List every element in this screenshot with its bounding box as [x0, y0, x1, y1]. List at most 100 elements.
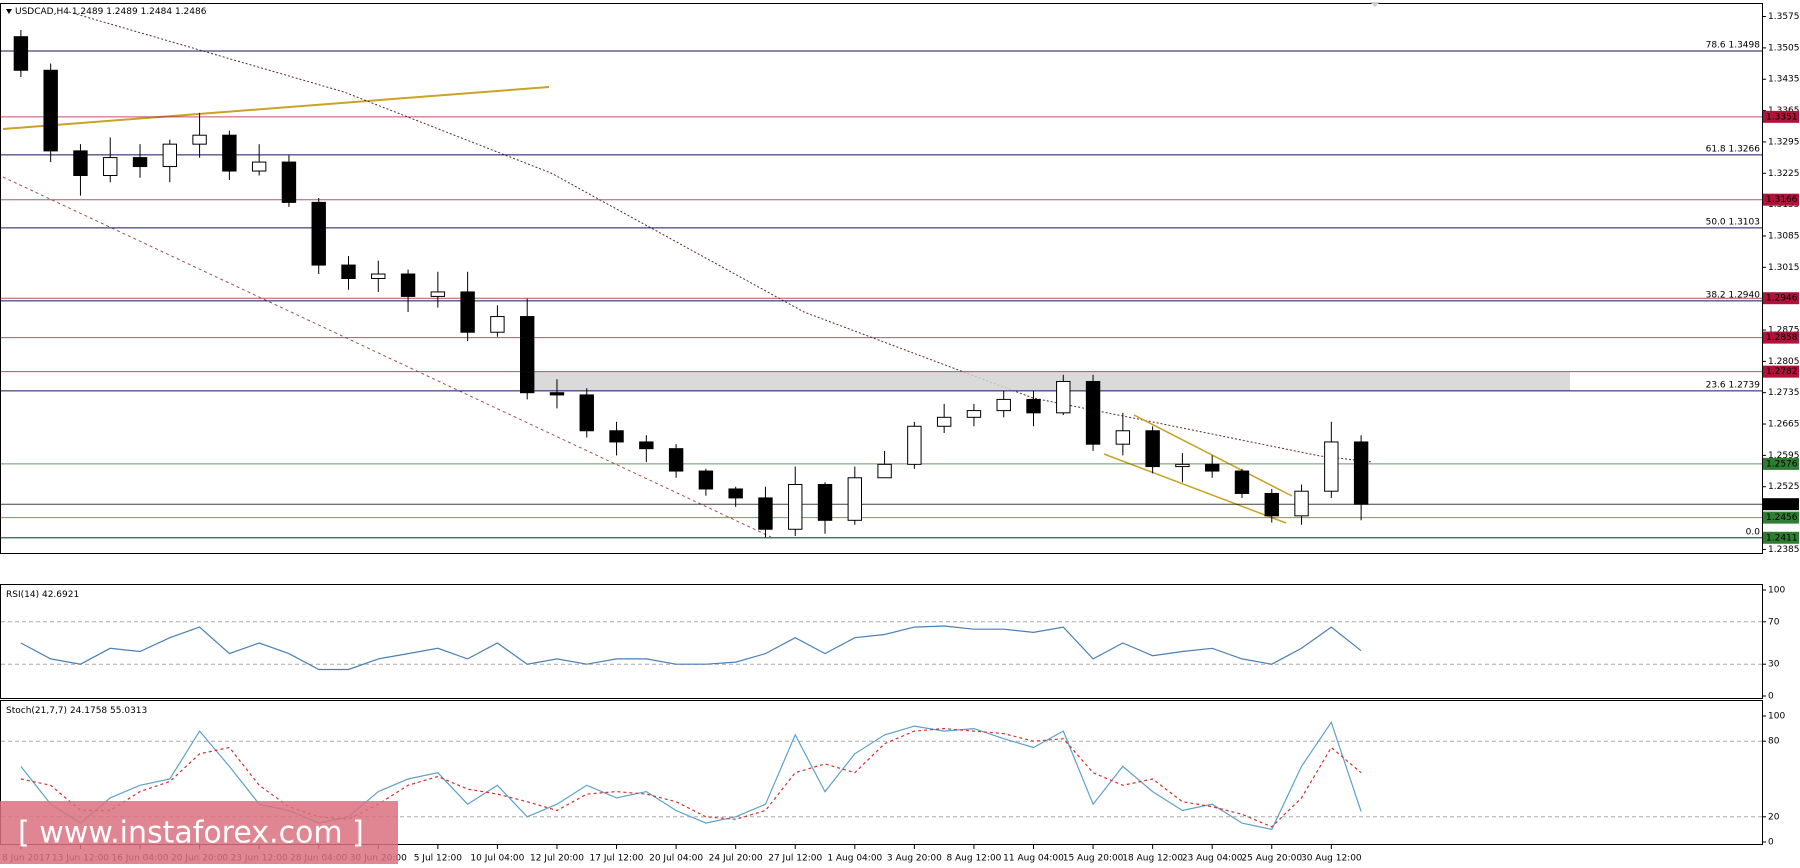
y-tick-label: 1.2665	[1768, 420, 1800, 430]
x-tick-label: 27 Jul 12:00	[768, 854, 822, 864]
candle-body	[1115, 430, 1131, 445]
x-tick-label: 15 Aug 20:00	[1063, 854, 1124, 864]
stoch-title: Stoch(21,7,7) 24.1758 55.0313	[6, 706, 147, 716]
price-tag-label: 1.2456	[1766, 513, 1798, 523]
x-tick-label: 10 Jul 04:00	[470, 854, 524, 864]
header-high: 1.2489	[106, 7, 138, 17]
moving-average	[68, 11, 1373, 463]
x-tick-label: 3 Aug 20:00	[887, 854, 942, 864]
header-icon	[6, 9, 12, 14]
candle-body	[73, 150, 88, 177]
y-tick-label: 1.3225	[1768, 169, 1800, 179]
main-panel-frame	[0, 3, 1763, 554]
indicator-reading: 55.0313	[110, 706, 147, 716]
rsi-panel-frame	[0, 584, 1763, 699]
indicator-tick-label: 100	[1768, 712, 1785, 722]
x-tick-label: 18 Aug 12:00	[1122, 854, 1183, 864]
fib-label: 23.6 1.2739	[1706, 380, 1761, 390]
rsi-title: RSI(14) 42.6921	[6, 590, 79, 600]
indicator-tick-label: 0	[1768, 838, 1774, 848]
candle-body	[43, 69, 58, 152]
price-tag	[1763, 193, 1799, 206]
candle-body	[728, 488, 743, 499]
candle-body	[1234, 470, 1250, 494]
candle-body	[519, 316, 535, 394]
price-tag-label: 1.3166	[1766, 195, 1798, 205]
candle-body	[251, 161, 267, 172]
price-tag-label: 1.2946	[1766, 294, 1798, 304]
candle-body	[609, 430, 624, 443]
fib-label: 50.0 1.3103	[1706, 217, 1760, 227]
x-tick-label: 30 Aug 12:00	[1301, 854, 1362, 864]
y-tick-label: 1.3575	[1768, 12, 1800, 22]
candle-body	[698, 470, 714, 490]
candle-body	[371, 273, 386, 280]
candle-body	[222, 134, 237, 172]
stoch-panel-frame	[0, 700, 1763, 845]
indicator-reading: 24.1758	[70, 706, 107, 716]
candle-body	[877, 463, 892, 479]
scroll-marker	[1370, 2, 1380, 7]
indicator-tick-label: 100	[1768, 586, 1785, 596]
y-tick-label: 1.3505	[1768, 43, 1800, 53]
y-tick-label: 1.3085	[1768, 231, 1800, 241]
chart-header: USDCAD,H4 1.2489 1.2489 1.2484 1.2486	[15, 7, 207, 17]
x-tick-label: 12 Jul 20:00	[530, 854, 584, 864]
x-tick-label: 5 Jul 12:00	[414, 854, 463, 864]
candle-body	[1056, 380, 1071, 414]
indicator-name: RSI(14)	[6, 590, 39, 600]
candle-body	[490, 316, 505, 333]
price-tag-label: 1.2782	[1766, 367, 1798, 377]
price-tag	[1763, 110, 1799, 123]
y-tick-label: 1.2385	[1768, 545, 1800, 555]
candle-body	[847, 477, 863, 521]
indicator-tick-label: 0	[1768, 692, 1774, 702]
candle-body	[996, 398, 1011, 412]
indicator-line	[20, 625, 1362, 671]
price-tag	[1763, 292, 1799, 305]
candle-body	[460, 291, 475, 333]
candle-body	[430, 291, 446, 297]
price-tag-label: 1.2858	[1766, 333, 1798, 343]
indicator-tick-label: 20	[1768, 812, 1780, 822]
price-tag	[1763, 511, 1799, 524]
price-tag-label: 1.2411	[1766, 533, 1798, 543]
candle-body	[1175, 463, 1190, 468]
candle-body	[1324, 441, 1339, 492]
candle-body	[1264, 492, 1279, 517]
candle-body	[668, 448, 684, 472]
supply-zone	[525, 371, 1570, 391]
y-tick-label: 1.3015	[1768, 263, 1800, 273]
fib-label: 61.8 1.3266	[1706, 144, 1761, 154]
candle-body	[1204, 463, 1220, 472]
price-tag-label: 1.2576	[1766, 459, 1798, 469]
candle-body	[936, 416, 952, 427]
x-tick-label: 23 Aug 04:00	[1182, 854, 1243, 864]
x-tick-label: 8 Aug 12:00	[946, 854, 1001, 864]
indicator-line	[20, 720, 1362, 831]
trend-line	[2, 86, 550, 130]
x-tick-label: 20 Jul 04:00	[649, 854, 703, 864]
candle-body	[162, 143, 178, 168]
trend-drawings	[2, 11, 1373, 538]
y-tick-label: 1.3295	[1768, 137, 1800, 147]
y-tick-label: 1.2525	[1768, 482, 1800, 492]
header-low: 1.2484	[141, 7, 173, 17]
x-tick-label: 1 Aug 04:00	[827, 854, 882, 864]
fib-label: 78.6 1.3498	[1706, 41, 1761, 51]
candle-body	[549, 392, 565, 396]
candle-body	[192, 134, 207, 145]
candle-body	[341, 264, 356, 280]
candle-body	[817, 483, 833, 521]
candle-body	[400, 273, 416, 297]
y-tick-label: 1.2805	[1768, 357, 1800, 367]
price-tag-label: 1.3351	[1766, 112, 1798, 122]
candle-body	[13, 36, 29, 71]
candle-body	[1026, 398, 1041, 414]
indicator-name: Stoch(21,7,7)	[6, 706, 67, 716]
candle-body	[639, 441, 654, 450]
candle-body	[103, 157, 118, 177]
y-tick-label: 1.3435	[1768, 75, 1800, 85]
